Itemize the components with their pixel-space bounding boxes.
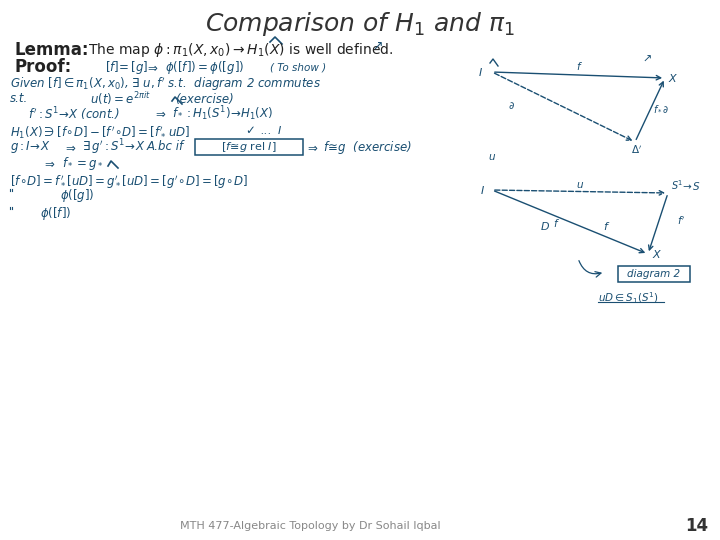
Text: $I$: $I$ [480,184,485,196]
Text: Proof:: Proof: [15,58,72,76]
Text: Given $[f]\in\pi_1(X,x_0)$, $\exists$ $u,f'$ s.t.  diagram 2 commutes: Given $[f]\in\pi_1(X,x_0)$, $\exists$ $u… [10,75,321,93]
Text: $\phi([g])$: $\phi([g])$ [60,187,94,205]
Text: $X$: $X$ [652,248,662,260]
Text: $[f\!\circ\! D]=f_*'[uD]=g_*'[uD]=[g'\!\circ\! D]=[g\!\circ\! D]$: $[f\!\circ\! D]=f_*'[uD]=g_*'[uD]=[g'\!\… [10,173,248,191]
Text: ( To show ): ( To show ) [270,62,326,72]
Text: $\to S$: $\to S$ [680,180,701,192]
Bar [195,139,303,155]
Text: $f\!\cong\!g$  (exercise): $f\!\cong\!g$ (exercise) [323,138,412,156]
Text: $g:I\!\to\! X$: $g:I\!\to\! X$ [10,139,50,155]
Text: $u$: $u$ [576,180,584,190]
Text: $\Rightarrow$: $\Rightarrow$ [145,60,158,73]
Text: $f_*=g_*$: $f_*=g_*$ [62,156,103,172]
Text: $\nearrow$: $\nearrow$ [370,40,383,53]
Text: 14: 14 [685,517,708,535]
Text: Comparison of $H_1$ and $\pi_1$: Comparison of $H_1$ and $\pi_1$ [205,10,515,38]
Text: $f':S^1\!\to\! X$ (cont.): $f':S^1\!\to\! X$ (cont.) [28,105,120,123]
Text: $\Rightarrow$: $\Rightarrow$ [305,140,318,153]
Text: $[f\!\cong\!g\text{ rel }I]$: $[f\!\cong\!g\text{ rel }I]$ [221,140,276,154]
Text: $\checkmark$: $\checkmark$ [245,124,255,137]
Text: $f$: $f$ [553,217,560,229]
Text: $\phi([f])$: $\phi([f])$ [40,206,71,222]
Text: $\Rightarrow$: $\Rightarrow$ [63,140,76,153]
Text: $[f]\!=[g]$: $[f]\!=[g]$ [105,58,148,76]
Text: $uD\in S_1(S^1)$: $uD\in S_1(S^1)$ [598,291,659,306]
Text: $\nearrow$: $\nearrow$ [640,54,652,64]
Text: $S^1$: $S^1$ [671,178,683,192]
Text: $X$: $X$ [668,72,678,84]
Text: $f_*:H_1(S^1)\!\to\! H_1(X)$: $f_*:H_1(S^1)\!\to\! H_1(X)$ [172,105,273,123]
Text: $u(t)=e^{2\pi it}$: $u(t)=e^{2\pi it}$ [90,91,151,107]
Text: s.t.: s.t. [10,92,28,105]
Text: diagram 2: diagram 2 [627,269,680,279]
Text: ...  $I$: ... $I$ [260,124,283,136]
Text: $\phi([f])=\phi([g])$: $\phi([f])=\phi([g])$ [165,58,244,76]
Text: (exercise): (exercise) [175,92,234,105]
Text: $f'$: $f'$ [677,214,685,227]
Text: $f$: $f$ [603,220,611,232]
Text: $f_*\partial$: $f_*\partial$ [653,104,670,114]
Bar [618,266,690,282]
Text: $\exists\,g':S^1\!\to\! X$: $\exists\,g':S^1\!\to\! X$ [82,137,145,157]
Text: $\Rightarrow$: $\Rightarrow$ [153,107,166,120]
Text: $u$: $u$ [488,152,496,162]
Text: $H_1(X)\ni[f\!\circ\! D]-[f'\!\circ\! D]=[f_*'\,uD]$: $H_1(X)\ni[f\!\circ\! D]-[f'\!\circ\! D]… [10,124,190,140]
Text: $\Rightarrow$: $\Rightarrow$ [42,158,55,171]
Text: A.bc if: A.bc if [147,140,184,153]
Text: $I$: $I$ [478,66,483,78]
Text: The map $\phi:\pi_1(X,x_0)\to H_1(X)$ is well defined.: The map $\phi:\pi_1(X,x_0)\to H_1(X)$ is… [88,41,393,59]
Text: $f$: $f$ [576,60,583,72]
Text: MTH 477-Algebraic Topology by Dr Sohail Iqbal: MTH 477-Algebraic Topology by Dr Sohail … [180,521,441,531]
Text: $\Delta'$: $\Delta'$ [631,144,642,156]
Text: $D$: $D$ [540,220,550,232]
Text: Lemma:: Lemma: [15,41,89,59]
Text: $\partial$: $\partial$ [508,100,515,111]
